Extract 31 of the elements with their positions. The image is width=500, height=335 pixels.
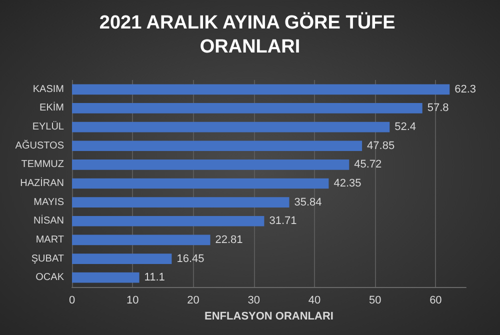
y-tick-label: MAYIS	[34, 196, 64, 208]
data-label: 22.81	[215, 234, 243, 246]
y-tick-label: OCAK	[36, 272, 64, 284]
y-tick-label: EYLÜL	[32, 120, 64, 133]
data-label: 52.4	[394, 121, 416, 134]
data-label: 47.85	[367, 140, 395, 152]
x-tick-label: 10	[126, 294, 139, 306]
y-tick-label: NİSAN	[33, 214, 64, 227]
y-tick-label: AĞUSTOS	[15, 139, 64, 152]
y-tick-label: TEMMUZ	[21, 159, 64, 170]
data-label: 31.71	[269, 215, 297, 228]
data-label: 35.84	[294, 196, 322, 208]
x-tick-label: 50	[368, 294, 382, 306]
x-tick-label: 30	[248, 294, 260, 306]
data-label: 42.35	[334, 178, 362, 190]
chart-title: 2021 ARALIK AYINA GÖRE TÜFE ORANLARI	[99, 12, 401, 58]
data-label: 62.3	[454, 83, 476, 96]
y-tick-label: EKİM	[40, 102, 64, 114]
y-tick-label: HAZİRAN	[20, 177, 64, 189]
x-axis-title: ENFLASYON ORANLARI	[204, 310, 334, 322]
y-tick-label: MART	[36, 234, 64, 246]
x-tick-label: 0	[68, 294, 76, 306]
data-label: 57.8	[427, 102, 449, 114]
x-tick-label: 40	[308, 294, 321, 306]
y-tick-label: KASIM	[32, 84, 64, 95]
x-tick-label: 60	[430, 294, 442, 306]
y-tick-label: ŞUBAT	[31, 253, 64, 264]
data-label: 11.1	[144, 272, 165, 284]
x-tick-label: 20	[187, 294, 200, 306]
data-label: 16.45	[176, 252, 204, 265]
data-label: 45.72	[354, 158, 382, 171]
